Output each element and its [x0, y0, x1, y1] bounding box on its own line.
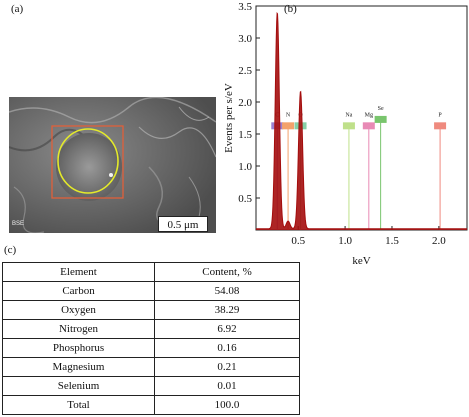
y-tick-label: 3.5	[238, 1, 252, 13]
cell-element: Total	[1, 395, 156, 415]
x-tick-label: 0.5	[291, 235, 305, 247]
particle-outline	[57, 128, 119, 194]
x-tick-label: 1.0	[338, 235, 352, 247]
table-row: Carbon 54.08	[1, 281, 300, 301]
cell-element: Nitrogen	[1, 319, 156, 339]
x-tick-label: 1.5	[385, 235, 399, 247]
table-row: Selenium 0.01	[1, 376, 300, 396]
header-element: Element	[1, 262, 156, 282]
header-content: Content, %	[154, 262, 300, 282]
cell-content: 0.16	[154, 338, 300, 358]
element-marker-se	[374, 115, 387, 123]
sem-micrograph: BSE	[9, 97, 216, 233]
cell-element: Carbon	[1, 281, 156, 301]
spectrum-fill	[256, 13, 467, 231]
table-row: Phosphorus 0.16	[1, 338, 300, 358]
cell-content: 54.08	[154, 281, 300, 301]
panel-label-c: (c)	[4, 244, 17, 256]
y-tick-label: 0.5	[238, 193, 252, 205]
cell-content: 100.0	[154, 395, 300, 415]
panel-label-a: (a)	[11, 3, 24, 15]
y-tick-label: 2.5	[238, 65, 252, 77]
x-axis-label: keV	[352, 255, 370, 267]
element-marker-mg	[362, 122, 375, 130]
table-row: Magnesium 0.21	[1, 357, 300, 377]
table-row: Nitrogen 6.92	[1, 319, 300, 339]
x-tick-label: 2.0	[432, 235, 446, 247]
cell-content: 0.01	[154, 376, 300, 396]
cell-element: Selenium	[1, 376, 156, 396]
scale-bar: 0.5 μm	[158, 216, 208, 232]
spectrum-line	[256, 11, 467, 230]
element-label-n: N	[286, 112, 291, 118]
element-label-se: Se	[378, 106, 384, 112]
y-axis-label: Events per s/eV	[223, 83, 235, 153]
table-header-row: Element Content, %	[1, 262, 300, 282]
cell-element: Magnesium	[1, 357, 156, 377]
element-label-p: P	[438, 112, 442, 118]
analysis-region-box	[51, 125, 124, 199]
cell-content: 38.29	[154, 300, 300, 320]
detector-label: BSE	[12, 221, 25, 227]
cell-content: 0.21	[154, 357, 300, 377]
element-marker-n	[282, 122, 295, 130]
element-marker-p	[434, 122, 447, 130]
element-label-na: Na	[345, 112, 352, 118]
element-label-mg: Mg	[365, 112, 373, 118]
cell-content: 6.92	[154, 319, 300, 339]
y-tick-label: 1.5	[238, 129, 252, 141]
y-tick-label: 3.0	[238, 33, 252, 45]
y-tick-label: 2.0	[238, 97, 252, 109]
cell-element: Oxygen	[1, 300, 156, 320]
sem-texture	[9, 97, 216, 233]
composition-table: Element Content, % Carbon 54.08 Oxygen 38.…	[1, 262, 300, 415]
y-tick-label: 1.0	[238, 161, 252, 173]
table-row: Total 100.0	[1, 395, 300, 415]
element-marker-na	[342, 122, 355, 130]
eds-spectrum-chart: 0.5 1.0 1.5 2.0 2.5 3.0 3.5 0.5 1.0 1.5 2.0 keV Even…	[223, 1, 468, 267]
table-row: Oxygen 38.29	[1, 300, 300, 320]
cell-element: Phosphorus	[1, 338, 156, 358]
